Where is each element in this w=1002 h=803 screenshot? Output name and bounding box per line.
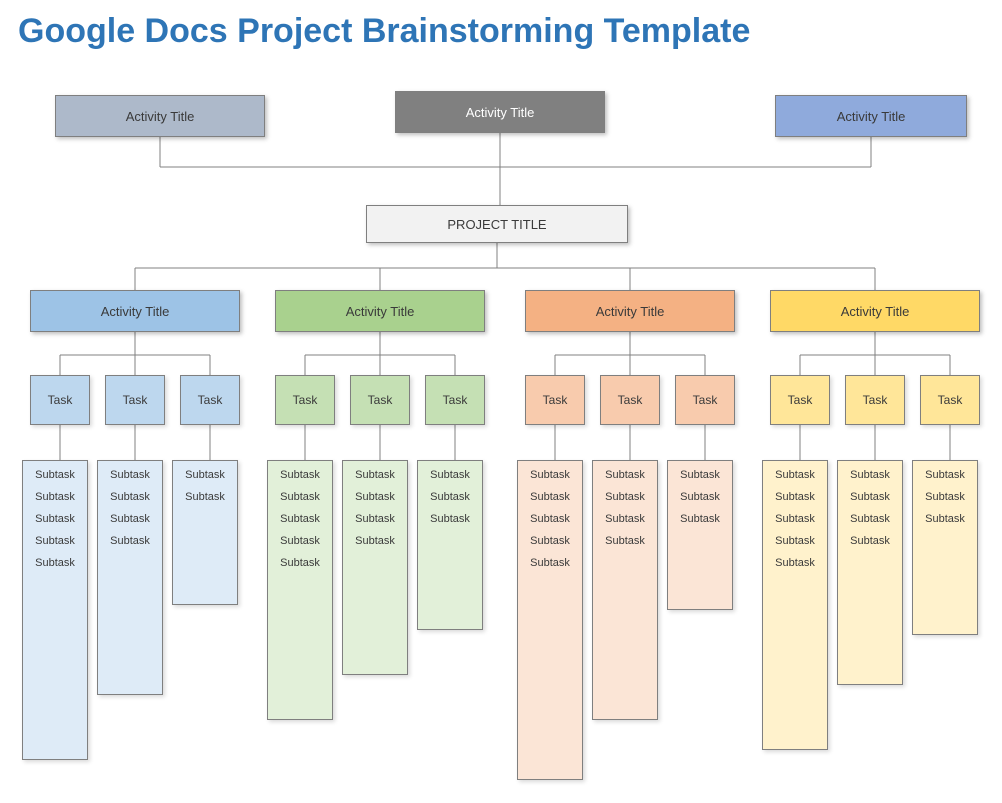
subtask-item: Subtask — [674, 469, 726, 481]
subtask-item: Subtask — [599, 535, 651, 547]
subtask-item: Subtask — [274, 491, 326, 503]
top-activity-1: Activity Title — [395, 91, 605, 133]
subtask-box-1-0: Subtask Subtask Subtask Subtask Subtask — [267, 460, 333, 720]
subtask-box-1-1: Subtask Subtask Subtask Subtask — [342, 460, 408, 675]
subtask-item: Subtask — [274, 557, 326, 569]
task-0-2: Task — [180, 375, 240, 425]
subtask-item: Subtask — [29, 491, 81, 503]
subtask-item: Subtask — [844, 535, 896, 547]
subtask-item: Subtask — [104, 491, 156, 503]
subtask-item: Subtask — [769, 491, 821, 503]
bottom-activity-2: Activity Title — [525, 290, 735, 332]
bottom-activity-0: Activity Title — [30, 290, 240, 332]
subtask-item: Subtask — [524, 469, 576, 481]
bottom-activity-1: Activity Title — [275, 290, 485, 332]
subtask-item: Subtask — [424, 491, 476, 503]
subtask-box-1-2: Subtask Subtask Subtask — [417, 460, 483, 630]
subtask-box-0-0: Subtask Subtask Subtask Subtask Subtask — [22, 460, 88, 760]
subtask-item: Subtask — [424, 513, 476, 525]
subtask-item: Subtask — [674, 491, 726, 503]
subtask-item: Subtask — [919, 469, 971, 481]
subtask-item: Subtask — [349, 491, 401, 503]
subtask-item: Subtask — [349, 469, 401, 481]
subtask-item: Subtask — [104, 513, 156, 525]
subtask-item: Subtask — [274, 513, 326, 525]
subtask-item: Subtask — [349, 513, 401, 525]
subtask-item: Subtask — [844, 513, 896, 525]
task-3-0: Task — [770, 375, 830, 425]
subtask-item: Subtask — [274, 469, 326, 481]
subtask-item: Subtask — [769, 513, 821, 525]
task-2-2: Task — [675, 375, 735, 425]
top-activity-0: Activity Title — [55, 95, 265, 137]
subtask-item: Subtask — [179, 469, 231, 481]
subtask-box-3-2: Subtask Subtask Subtask — [912, 460, 978, 635]
subtask-item: Subtask — [674, 513, 726, 525]
subtask-item: Subtask — [524, 535, 576, 547]
subtask-item: Subtask — [29, 513, 81, 525]
task-3-1: Task — [845, 375, 905, 425]
subtask-box-3-0: Subtask Subtask Subtask Subtask Subtask — [762, 460, 828, 750]
subtask-item: Subtask — [919, 491, 971, 503]
task-2-0: Task — [525, 375, 585, 425]
subtask-item: Subtask — [104, 535, 156, 547]
task-0-1: Task — [105, 375, 165, 425]
subtask-item: Subtask — [769, 469, 821, 481]
task-1-1: Task — [350, 375, 410, 425]
subtask-item: Subtask — [524, 513, 576, 525]
subtask-box-2-0: Subtask Subtask Subtask Subtask Subtask — [517, 460, 583, 780]
top-activity-2: Activity Title — [775, 95, 967, 137]
subtask-item: Subtask — [29, 557, 81, 569]
subtask-item: Subtask — [769, 557, 821, 569]
subtask-box-0-1: Subtask Subtask Subtask Subtask — [97, 460, 163, 695]
subtask-item: Subtask — [524, 557, 576, 569]
task-1-2: Task — [425, 375, 485, 425]
subtask-box-0-2: Subtask Subtask — [172, 460, 238, 605]
subtask-item: Subtask — [524, 491, 576, 503]
bottom-activity-3: Activity Title — [770, 290, 980, 332]
subtask-item: Subtask — [29, 535, 81, 547]
subtask-item: Subtask — [844, 491, 896, 503]
subtask-item: Subtask — [599, 469, 651, 481]
task-3-2: Task — [920, 375, 980, 425]
task-2-1: Task — [600, 375, 660, 425]
subtask-item: Subtask — [844, 469, 896, 481]
subtask-item: Subtask — [29, 469, 81, 481]
project-title-box: PROJECT TITLE — [366, 205, 628, 243]
page-title: Google Docs Project Brainstorming Templa… — [18, 12, 750, 51]
task-0-0: Task — [30, 375, 90, 425]
subtask-box-3-1: Subtask Subtask Subtask Subtask — [837, 460, 903, 685]
subtask-box-2-2: Subtask Subtask Subtask — [667, 460, 733, 610]
subtask-item: Subtask — [274, 535, 326, 547]
subtask-box-2-1: Subtask Subtask Subtask Subtask — [592, 460, 658, 720]
subtask-item: Subtask — [104, 469, 156, 481]
subtask-item: Subtask — [599, 491, 651, 503]
subtask-item: Subtask — [179, 491, 231, 503]
subtask-item: Subtask — [599, 513, 651, 525]
subtask-item: Subtask — [919, 513, 971, 525]
subtask-item: Subtask — [769, 535, 821, 547]
subtask-item: Subtask — [424, 469, 476, 481]
task-1-0: Task — [275, 375, 335, 425]
subtask-item: Subtask — [349, 535, 401, 547]
